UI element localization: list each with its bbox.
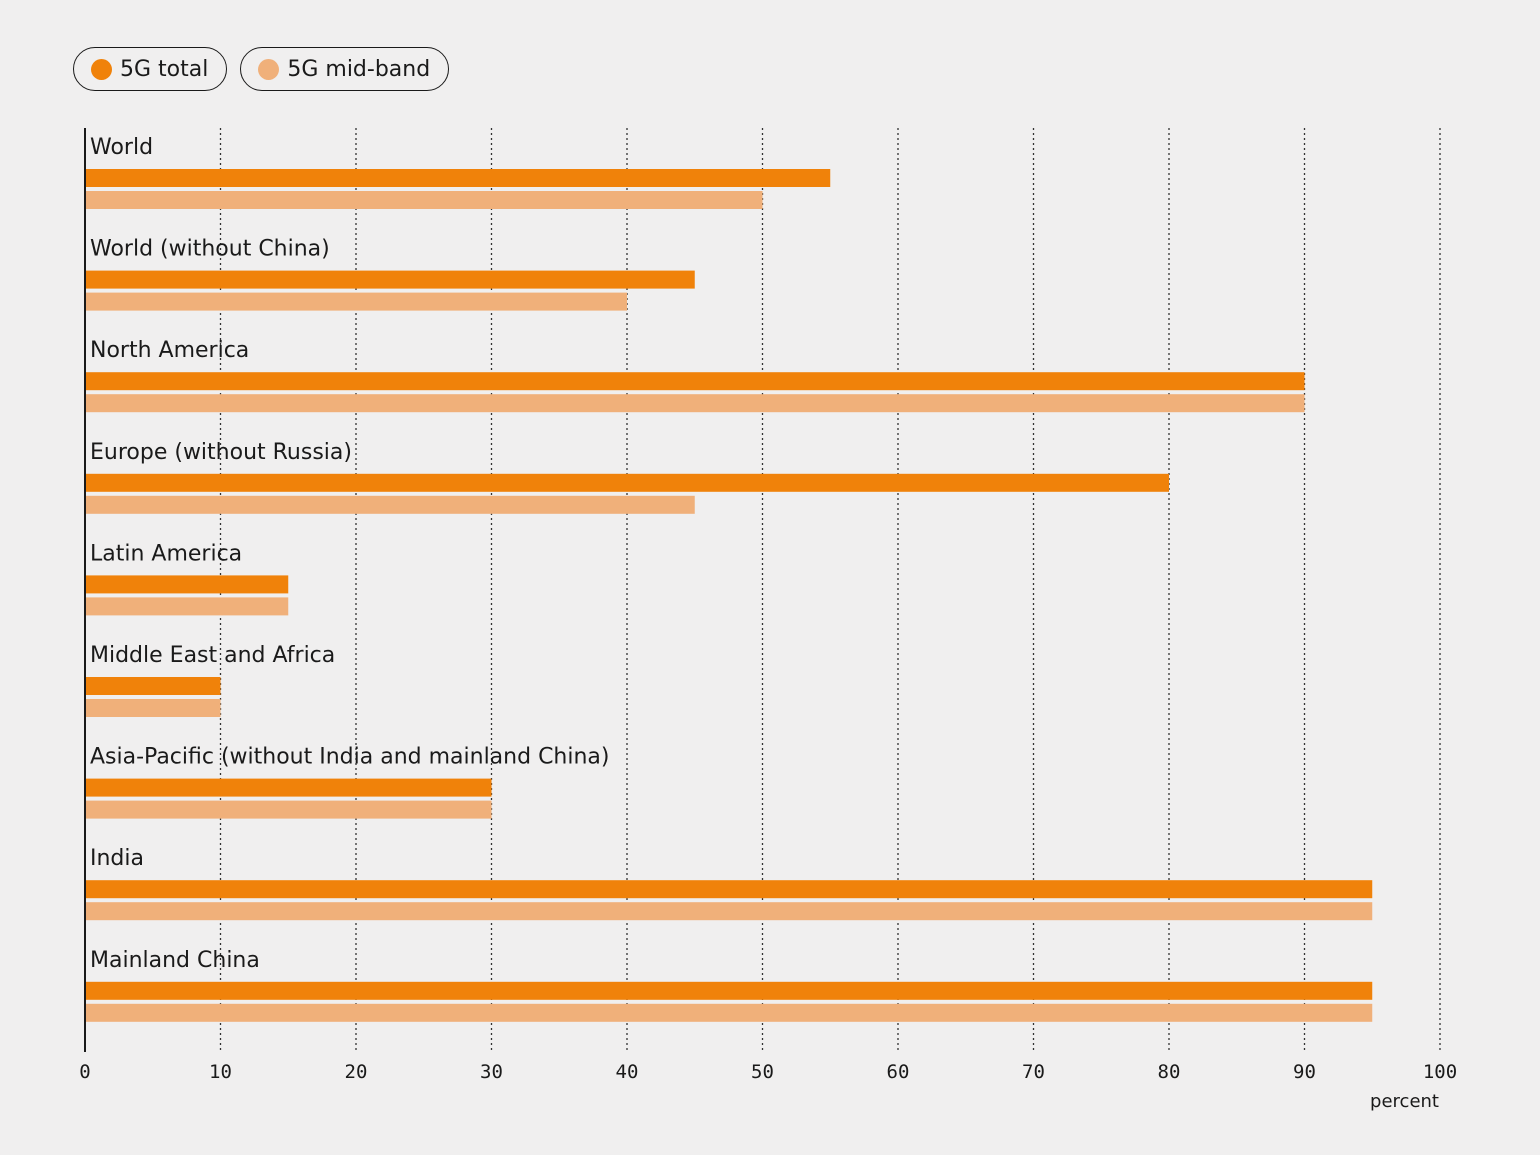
bar-asia-pacific-without-india-and-mainland-china-5g-mid-band: [86, 800, 492, 819]
x-tick-label-90: 90: [1293, 1061, 1316, 1083]
bar-north-america-5g-mid-band: [86, 394, 1305, 413]
x-tick-label-60: 60: [887, 1061, 910, 1083]
legend-swatch-5g-total: [91, 58, 112, 80]
bar-latin-america-5g-mid-band: [86, 597, 289, 616]
bar-latin-america-5g-total: [86, 575, 289, 594]
category-label-mainland-china: Mainland China: [90, 948, 260, 973]
bar-world-without-china-5g-mid-band: [86, 292, 627, 311]
legend: 5G total 5G mid-band: [73, 47, 450, 91]
bar-middle-east-and-africa-5g-total: [86, 677, 221, 695]
category-label-europe-without-russia: Europe (without Russia): [90, 440, 352, 465]
x-tick-label-80: 80: [1158, 1061, 1181, 1083]
x-tick-labels: 0 10 20 30 40 50 60 70 80 90 100: [79, 1061, 1457, 1083]
category-label-middle-east-and-africa: Middle East and Africa: [90, 643, 335, 668]
legend-swatch-5g-mid-band: [258, 58, 280, 80]
category-label-asia-pacific-without-india-and-mainland-china: Asia-Pacific (without India and mainland…: [90, 745, 610, 770]
bar-world-without-china-5g-total: [86, 270, 695, 289]
bar-world-5g-mid-band: [86, 191, 763, 209]
bar-mainland-china-5g-total: [86, 981, 1373, 1000]
category-label-india: India: [90, 846, 144, 871]
x-tick-label-30: 30: [480, 1061, 503, 1083]
bars: [86, 169, 1373, 1022]
bar-north-america-5g-total: [86, 372, 1305, 391]
bar-europe-without-russia-5g-mid-band: [86, 495, 695, 514]
x-tick-label-40: 40: [616, 1061, 639, 1083]
bar-europe-without-russia-5g-total: [86, 473, 1169, 492]
category-label-north-america: North America: [90, 338, 249, 363]
category-label-latin-america: Latin America: [90, 541, 242, 566]
bar-middle-east-and-africa-5g-mid-band: [86, 699, 221, 717]
x-tick-label-50: 50: [751, 1061, 774, 1083]
legend-label-5g-mid-band: 5G mid-band: [287, 56, 431, 82]
legend-label-5g-total: 5G total: [120, 56, 209, 82]
x-tick-label-10: 10: [209, 1061, 232, 1083]
x-tick-label-0: 0: [79, 1061, 90, 1083]
x-tick-label-70: 70: [1022, 1061, 1045, 1083]
category-label-world-without-china: World (without China): [90, 237, 330, 262]
bar-asia-pacific-without-india-and-mainland-china-5g-total: [86, 778, 492, 797]
category-labels: World World (without China) North America E…: [90, 135, 610, 973]
category-label-world: World: [90, 135, 153, 160]
x-axis-label: percent: [1370, 1091, 1439, 1112]
bar-mainland-china-5g-mid-band: [86, 1003, 1373, 1022]
bar-india-5g-mid-band: [86, 902, 1373, 921]
x-tick-label-100: 100: [1423, 1061, 1457, 1083]
bar-india-5g-total: [86, 880, 1373, 899]
legend-item-5g-total: 5G total: [73, 47, 228, 91]
bar-world-5g-total: [86, 169, 831, 187]
x-tick-label-20: 20: [345, 1061, 368, 1083]
legend-item-5g-mid-band: 5G mid-band: [240, 47, 450, 91]
